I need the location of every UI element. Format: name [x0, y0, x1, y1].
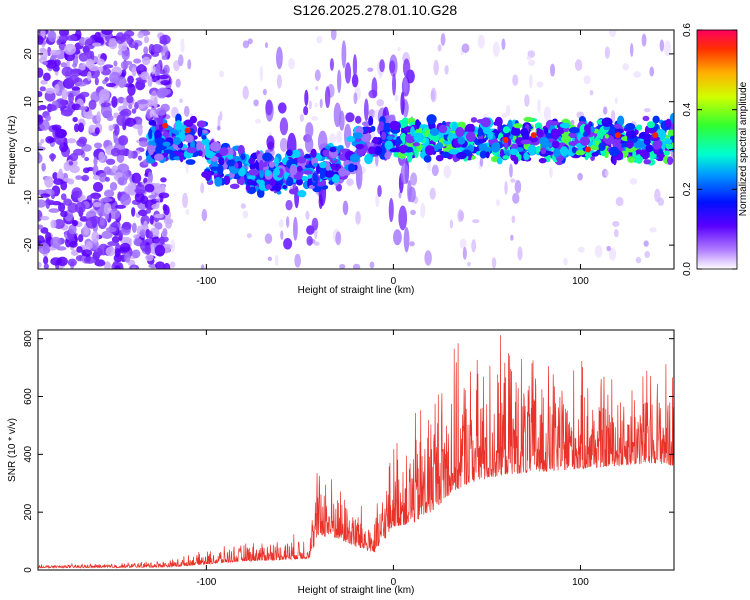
spectrogram-x-tick-label: 0 — [391, 276, 397, 287]
colorbar-tick-label: 0.6 — [682, 23, 693, 37]
colorbar-tick-label: 0.0 — [682, 262, 693, 276]
spectrogram-x-tick-label: -100 — [196, 276, 216, 287]
snr-y-tick-label: 400 — [23, 446, 34, 463]
colorbar-gradient — [696, 29, 738, 270]
spectrogram-y-tick-label: 20 — [23, 48, 34, 60]
snr-x-tick-label: 0 — [391, 577, 397, 588]
spectrogram-y-tick-label: 10 — [23, 96, 34, 108]
snr-x-tick-label: -100 — [196, 577, 216, 588]
spectrogram-x-label: Height of straight line (km) — [298, 285, 415, 296]
snr-panel: -100 0 100 0 200 400 600 800 Height of straight… — [7, 329, 675, 596]
snr-frame — [37, 329, 675, 571]
snr-series-line — [38, 335, 674, 570]
spectrogram-y-tick-label: -20 — [23, 237, 34, 252]
colorbar-tick-label: 0.4 — [682, 102, 693, 116]
spectrogram-y-label: Frequency (Hz) — [7, 116, 18, 185]
colorbar-label: Normalized spectral amplitude — [738, 81, 749, 216]
spectrogram-heatmap — [38, 30, 674, 269]
snr-y-tick-label: 200 — [23, 503, 34, 520]
colorbar: 0.0 0.2 0.4 0.6 Normalized spectral amplitu… — [682, 23, 749, 276]
snr-y-tick-label: 0 — [23, 567, 34, 573]
snr-y-label: SNR (10 * v/v) — [7, 418, 18, 482]
snr-y-tick-label: 800 — [23, 330, 34, 347]
spectrogram-y-tick-label: -10 — [23, 190, 34, 205]
spectrogram-x-tick-label: 100 — [572, 276, 589, 287]
snr-x-label: Height of straight line (km) — [298, 585, 415, 596]
snr-x-tick-label: 100 — [572, 577, 589, 588]
spectrogram-y-tick-label: 0 — [23, 146, 34, 152]
snr-y-tick-label: 600 — [23, 388, 34, 405]
colorbar-tick-label: 0.2 — [682, 182, 693, 196]
figure-title: S126.2025.278.01.10.G28 — [292, 2, 458, 18]
